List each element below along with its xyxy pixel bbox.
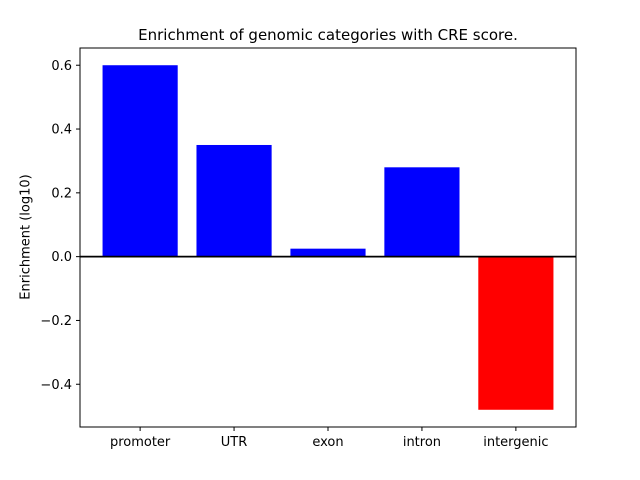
y-tick-label: −0.4 bbox=[40, 378, 72, 393]
x-tick-label-promoter: promoter bbox=[110, 435, 171, 450]
y-tick-label: 0.6 bbox=[51, 59, 72, 74]
x-tick-label-intergenic: intergenic bbox=[483, 435, 548, 450]
y-tick-label: −0.2 bbox=[40, 314, 72, 329]
bar-intron bbox=[384, 167, 460, 257]
bar-intergenic bbox=[478, 256, 554, 410]
bar-promoter bbox=[102, 65, 178, 257]
y-axis-label: Enrichment (log10) bbox=[18, 174, 34, 300]
x-tick-label-UTR: UTR bbox=[221, 435, 248, 450]
x-tick-label-intron: intron bbox=[403, 435, 441, 450]
x-tick-label-exon: exon bbox=[312, 435, 343, 450]
chart-title: Enrichment of genomic categories with CR… bbox=[138, 26, 518, 44]
y-tick-label: 0.0 bbox=[51, 250, 72, 265]
y-tick-label: 0.2 bbox=[51, 186, 72, 201]
y-tick-label: 0.4 bbox=[51, 123, 72, 138]
bar-UTR bbox=[196, 144, 272, 257]
bar-exon bbox=[290, 248, 366, 257]
